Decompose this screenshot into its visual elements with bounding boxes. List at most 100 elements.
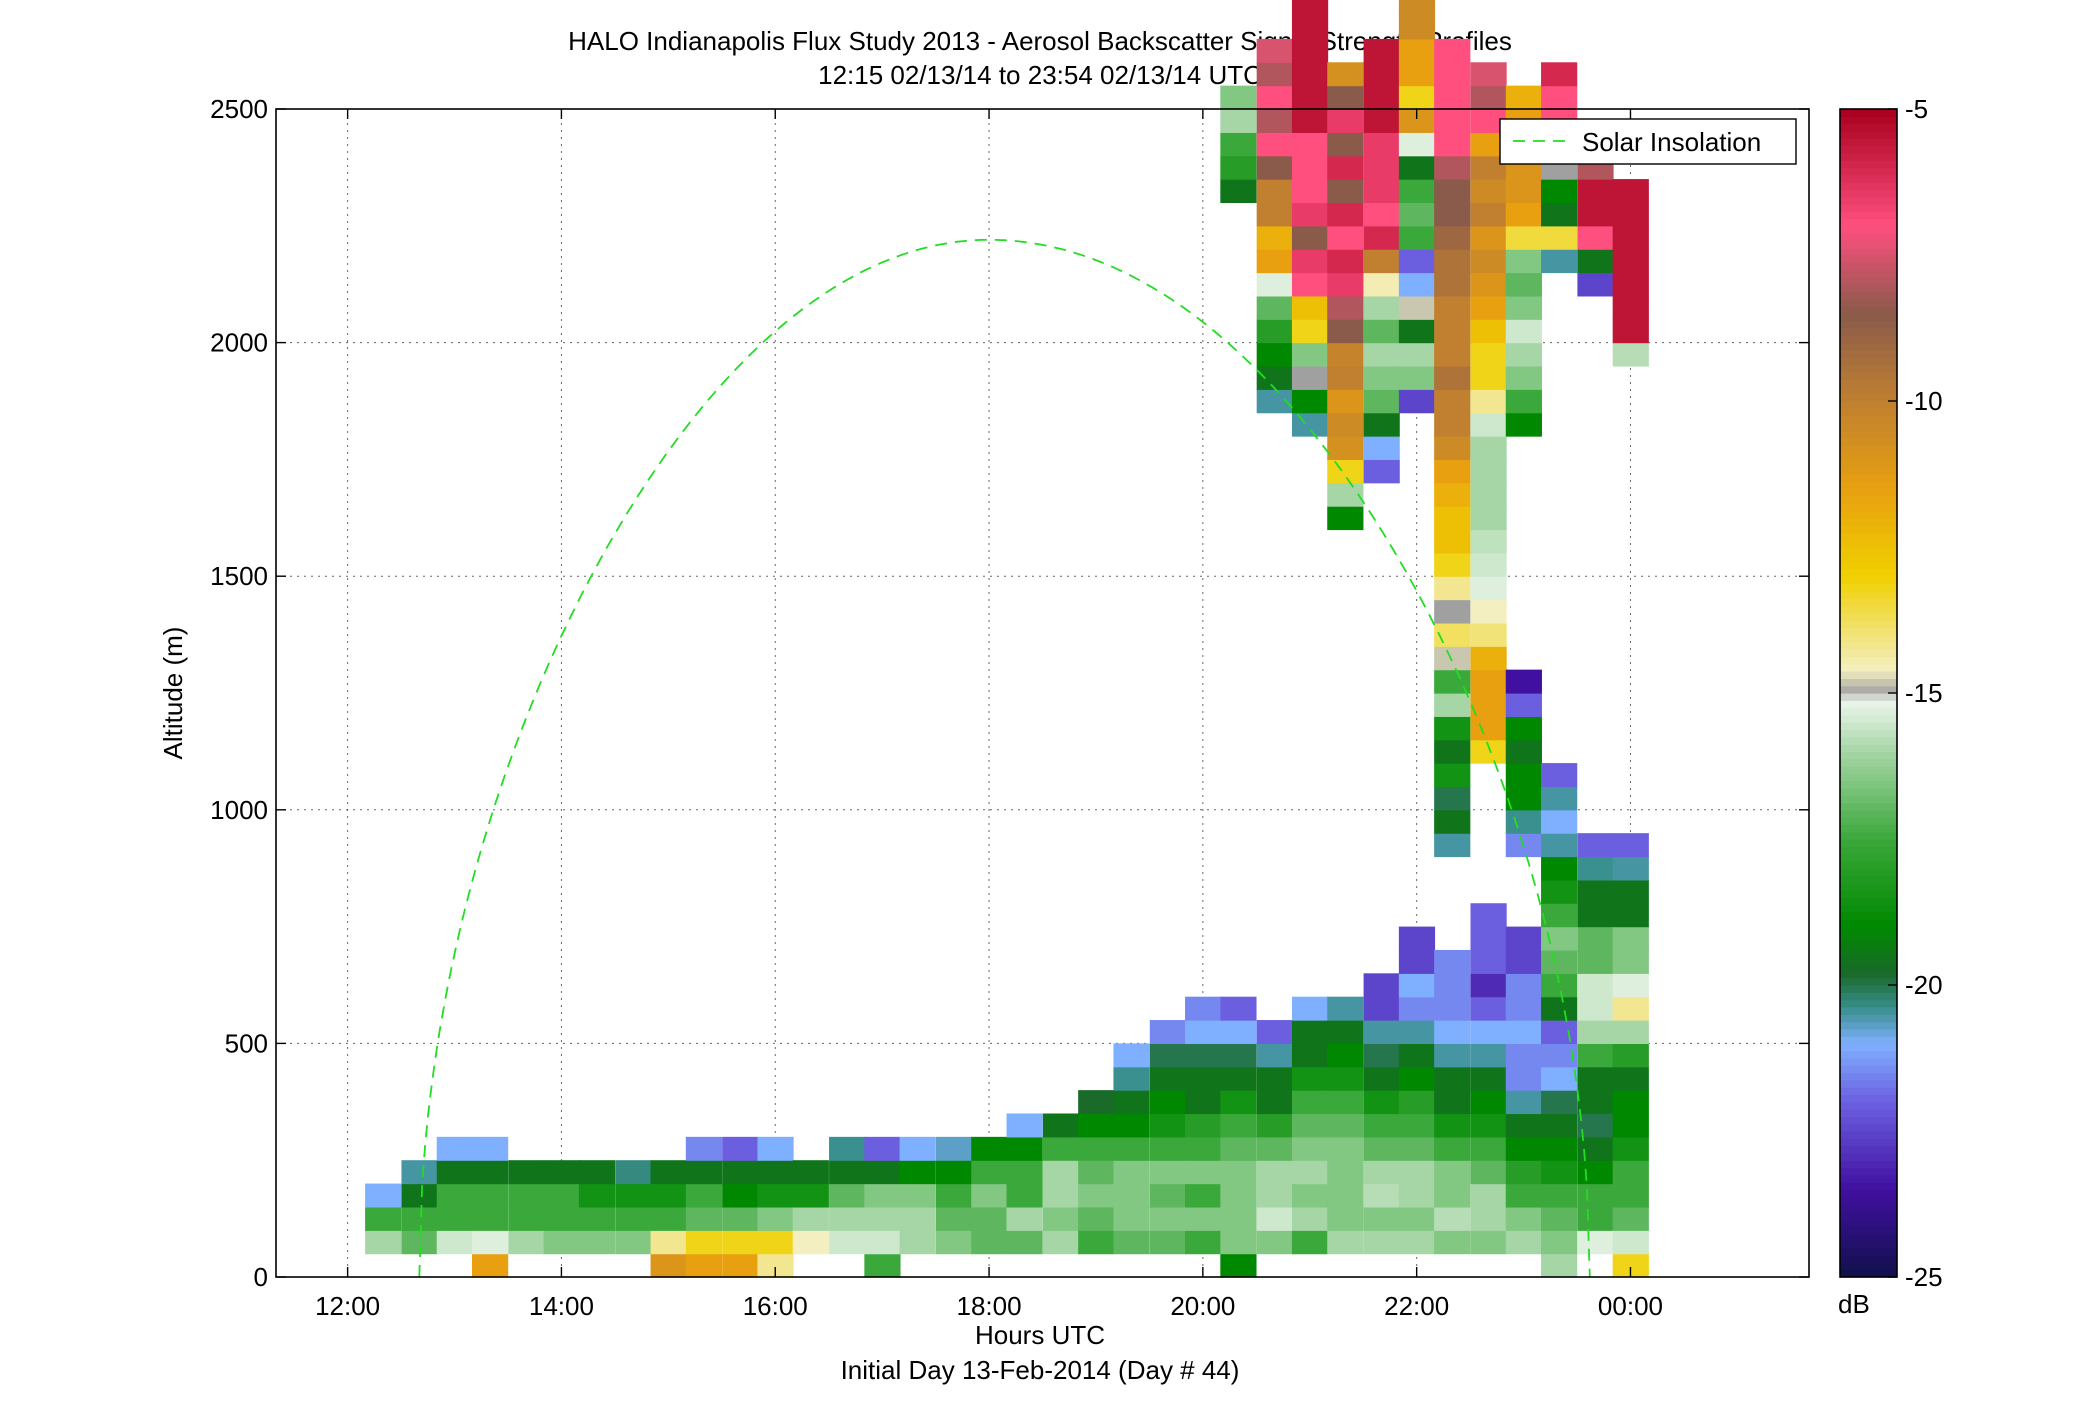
heatmap-cell [1470, 669, 1507, 694]
heatmap-cell [1541, 1090, 1578, 1115]
colorbar-segment [1840, 897, 1897, 906]
heatmap-cell [1434, 1160, 1471, 1185]
heatmap-cell [1577, 202, 1614, 227]
heatmap-cell [1398, 295, 1436, 320]
heatmap-cell [1256, 85, 1293, 110]
heatmap-cell [1006, 1113, 1043, 1138]
heatmap-cell [1470, 62, 1507, 87]
heatmap-cell [1505, 926, 1542, 951]
heatmap-cell [1363, 412, 1400, 437]
heatmap-cell [1434, 436, 1471, 460]
heatmap-cell [1363, 342, 1400, 367]
heatmap-cell [1577, 949, 1614, 974]
heatmap-cell [1434, 319, 1471, 344]
heatmap-cell [1363, 1090, 1400, 1115]
heatmap-cell [1541, 1183, 1578, 1208]
heatmap-cell [1612, 973, 1649, 998]
heatmap-cell [1256, 342, 1293, 367]
heatmap-cell [1505, 973, 1542, 998]
heatmap-cell [1363, 1066, 1400, 1091]
heatmap-cell [1612, 295, 1649, 320]
heatmap-cell [1541, 1253, 1578, 1278]
heatmap-cell [1291, 202, 1329, 227]
heatmap-cell [543, 1230, 580, 1255]
heatmap-cell [1327, 459, 1364, 484]
heatmap-cell [1327, 85, 1364, 110]
heatmap-cell [1505, 809, 1542, 834]
heatmap-cell [1078, 1113, 1115, 1138]
heatmap-cell [1470, 179, 1507, 204]
colorbar-segment [1840, 225, 1897, 234]
heatmap-cell [1398, 1206, 1436, 1231]
heatmap-cell [1291, 15, 1329, 40]
heatmap-cell [1185, 1183, 1222, 1208]
colorbar-segment [1840, 495, 1897, 504]
heatmap-cell [1363, 1206, 1400, 1231]
heatmap-cell [1042, 1183, 1080, 1208]
axis-ticks: 12:00 14:00 16:00 18:00 20:00 22:00 00:00 0 500 1… [210, 94, 1809, 1321]
heatmap-cell [1434, 62, 1471, 87]
heatmap-cell [1398, 996, 1436, 1021]
heatmap-cell [1398, 342, 1436, 367]
heatmap-cell [1434, 389, 1471, 414]
heatmap-cell [1470, 552, 1507, 577]
heatmap-cell [1434, 833, 1471, 858]
heatmap-cell [1434, 109, 1471, 133]
colorbar-segment [1840, 357, 1897, 366]
y-axis-label: Altitude (m) [158, 627, 188, 760]
heatmap-cell [1113, 1160, 1150, 1185]
colorbar-segment [1840, 401, 1897, 409]
heatmap-cell [722, 1206, 759, 1231]
heatmap-cell [1149, 1066, 1186, 1091]
heatmap-cell [1291, 179, 1329, 204]
heatmap-cell [1577, 1020, 1614, 1044]
heatmap-cell [472, 1206, 509, 1231]
heatmap-cell [935, 1206, 973, 1231]
colorbar-segment [1840, 539, 1897, 548]
heatmap-cell [685, 1230, 723, 1255]
colorbar-segment [1840, 605, 1897, 614]
colorbar-segment [1840, 1255, 1897, 1263]
colorbar-segment [1840, 671, 1897, 679]
heatmap-cell [1434, 552, 1471, 577]
heatmap-cell [685, 1253, 723, 1278]
colorbar-segment [1840, 1072, 1897, 1081]
colorbar-segment [1840, 766, 1897, 774]
heatmap-cell [1363, 1020, 1400, 1044]
heatmap-cell [1541, 179, 1578, 204]
heatmap-cell [1327, 109, 1364, 133]
heatmap-cell [436, 1206, 473, 1231]
heatmap-cell [1291, 1206, 1329, 1231]
x-axis-label-day: Initial Day 13-Feb-2014 (Day # 44) [841, 1355, 1240, 1385]
heatmap-cell [1398, 85, 1436, 110]
heatmap-cell [1363, 249, 1400, 274]
heatmap-cell [1470, 646, 1507, 671]
heatmap-cell [1398, 1113, 1436, 1138]
colorbar-segment [1840, 466, 1897, 475]
heatmap-cell [1363, 459, 1400, 484]
heatmap-cell [1398, 1230, 1436, 1255]
heatmap-cell [650, 1206, 687, 1231]
heatmap-cell [792, 1160, 829, 1185]
heatmap-cell [757, 1136, 794, 1161]
heatmap-cell [1185, 1230, 1222, 1255]
colorbar-segment [1840, 196, 1897, 205]
heatmap-cell [1291, 319, 1329, 344]
heatmap-cell [1398, 38, 1436, 63]
heatmap-cell [1113, 1230, 1150, 1255]
heatmap-cell [615, 1206, 652, 1231]
colorbar-segment [1840, 1079, 1897, 1088]
y-tick-label: 0 [254, 1262, 268, 1292]
heatmap-cell [899, 1183, 936, 1208]
heatmap-cell [1541, 856, 1578, 881]
heatmap-cell [1541, 833, 1578, 858]
heatmap-cell [1577, 856, 1614, 881]
heatmap-cell [1256, 179, 1293, 204]
heatmap-cell [1541, 225, 1578, 250]
heatmap-cell [1256, 1206, 1293, 1231]
heatmap-cell [1256, 295, 1293, 320]
heatmap-cell [1256, 1160, 1293, 1185]
heatmap-cell [1577, 249, 1614, 274]
heatmap-cell [1220, 1113, 1257, 1138]
heatmap-cell [829, 1206, 866, 1231]
